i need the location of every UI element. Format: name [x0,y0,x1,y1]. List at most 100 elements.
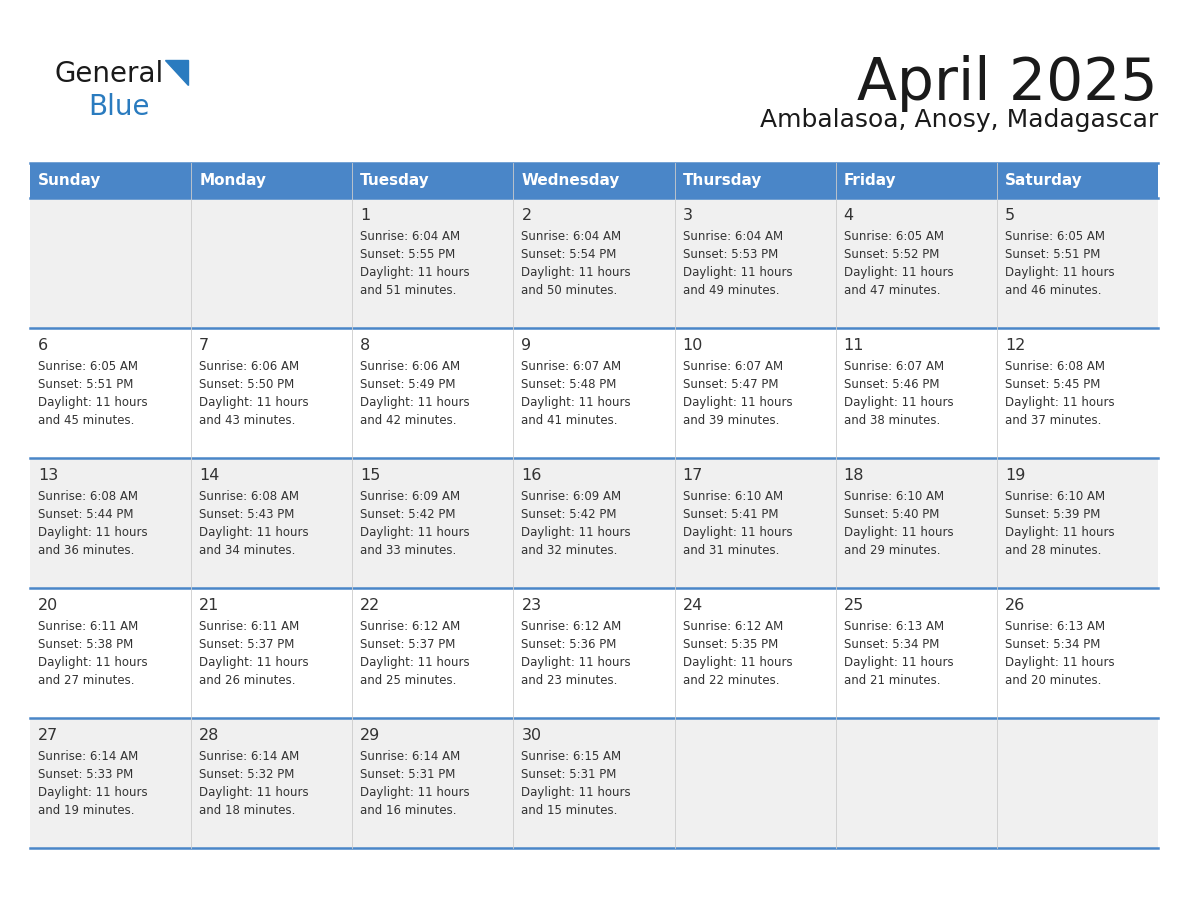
Text: Sunset: 5:38 PM: Sunset: 5:38 PM [38,638,133,651]
Text: Daylight: 11 hours: Daylight: 11 hours [522,786,631,799]
Text: 7: 7 [200,338,209,353]
Text: 19: 19 [1005,468,1025,483]
Text: Daylight: 11 hours: Daylight: 11 hours [200,526,309,539]
Text: and 29 minutes.: and 29 minutes. [843,544,940,557]
Text: Daylight: 11 hours: Daylight: 11 hours [522,396,631,409]
Text: Sunset: 5:49 PM: Sunset: 5:49 PM [360,378,456,391]
Text: Sunrise: 6:08 AM: Sunrise: 6:08 AM [1005,360,1105,373]
Text: Sunset: 5:44 PM: Sunset: 5:44 PM [38,508,133,521]
Text: Sunrise: 6:12 AM: Sunrise: 6:12 AM [522,620,621,633]
Text: and 49 minutes.: and 49 minutes. [683,284,779,297]
Text: 9: 9 [522,338,531,353]
Text: Daylight: 11 hours: Daylight: 11 hours [843,526,953,539]
Text: April 2025: April 2025 [858,55,1158,112]
Text: Sunrise: 6:04 AM: Sunrise: 6:04 AM [522,230,621,243]
Text: Daylight: 11 hours: Daylight: 11 hours [1005,656,1114,669]
Text: and 37 minutes.: and 37 minutes. [1005,414,1101,427]
Text: and 36 minutes.: and 36 minutes. [38,544,134,557]
Text: Sunset: 5:48 PM: Sunset: 5:48 PM [522,378,617,391]
Text: 2: 2 [522,208,531,223]
Text: Daylight: 11 hours: Daylight: 11 hours [360,526,470,539]
Text: Sunrise: 6:08 AM: Sunrise: 6:08 AM [38,490,138,503]
Text: and 26 minutes.: and 26 minutes. [200,674,296,687]
Text: 20: 20 [38,598,58,613]
Text: and 46 minutes.: and 46 minutes. [1005,284,1101,297]
Text: and 43 minutes.: and 43 minutes. [200,414,296,427]
Text: Sunset: 5:55 PM: Sunset: 5:55 PM [360,248,455,261]
Text: Daylight: 11 hours: Daylight: 11 hours [360,266,470,279]
Text: Sunrise: 6:07 AM: Sunrise: 6:07 AM [522,360,621,373]
Text: Daylight: 11 hours: Daylight: 11 hours [843,396,953,409]
Text: Sunset: 5:45 PM: Sunset: 5:45 PM [1005,378,1100,391]
Text: and 28 minutes.: and 28 minutes. [1005,544,1101,557]
Text: Blue: Blue [88,93,150,121]
Text: 28: 28 [200,728,220,743]
Text: and 16 minutes.: and 16 minutes. [360,804,456,817]
Text: and 19 minutes.: and 19 minutes. [38,804,134,817]
Text: Sunset: 5:37 PM: Sunset: 5:37 PM [200,638,295,651]
Text: 12: 12 [1005,338,1025,353]
Text: Sunset: 5:42 PM: Sunset: 5:42 PM [360,508,456,521]
Text: Sunrise: 6:14 AM: Sunrise: 6:14 AM [200,750,299,763]
Bar [191,163,353,198]
Text: Sunrise: 6:11 AM: Sunrise: 6:11 AM [38,620,138,633]
Text: 22: 22 [360,598,380,613]
Text: Tuesday: Tuesday [360,173,430,188]
Bar [513,163,675,198]
Text: Sunset: 5:42 PM: Sunset: 5:42 PM [522,508,617,521]
Text: and 51 minutes.: and 51 minutes. [360,284,456,297]
Text: Sunrise: 6:07 AM: Sunrise: 6:07 AM [683,360,783,373]
Bar [30,328,1158,458]
Text: Daylight: 11 hours: Daylight: 11 hours [522,656,631,669]
Text: 15: 15 [360,468,380,483]
Text: and 20 minutes.: and 20 minutes. [1005,674,1101,687]
Bar [30,163,191,198]
Text: 13: 13 [38,468,58,483]
Text: Sunset: 5:47 PM: Sunset: 5:47 PM [683,378,778,391]
Text: Sunrise: 6:04 AM: Sunrise: 6:04 AM [360,230,461,243]
Text: Ambalasoa, Anosy, Madagascar: Ambalasoa, Anosy, Madagascar [760,108,1158,132]
Text: Daylight: 11 hours: Daylight: 11 hours [360,656,470,669]
Text: Daylight: 11 hours: Daylight: 11 hours [200,396,309,409]
Text: 23: 23 [522,598,542,613]
Text: Daylight: 11 hours: Daylight: 11 hours [38,786,147,799]
Text: Sunset: 5:51 PM: Sunset: 5:51 PM [1005,248,1100,261]
Text: Sunrise: 6:05 AM: Sunrise: 6:05 AM [1005,230,1105,243]
Text: Daylight: 11 hours: Daylight: 11 hours [38,656,147,669]
Text: Sunset: 5:31 PM: Sunset: 5:31 PM [522,768,617,781]
Text: Sunset: 5:54 PM: Sunset: 5:54 PM [522,248,617,261]
Text: Daylight: 11 hours: Daylight: 11 hours [1005,396,1114,409]
Polygon shape [165,60,188,85]
Text: 18: 18 [843,468,864,483]
Text: 16: 16 [522,468,542,483]
Text: Sunset: 5:34 PM: Sunset: 5:34 PM [1005,638,1100,651]
Text: Sunset: 5:53 PM: Sunset: 5:53 PM [683,248,778,261]
Text: Saturday: Saturday [1005,173,1082,188]
Text: and 22 minutes.: and 22 minutes. [683,674,779,687]
Text: Sunrise: 6:08 AM: Sunrise: 6:08 AM [200,490,299,503]
Text: Sunset: 5:31 PM: Sunset: 5:31 PM [360,768,456,781]
Text: Daylight: 11 hours: Daylight: 11 hours [843,656,953,669]
Text: Daylight: 11 hours: Daylight: 11 hours [843,266,953,279]
Text: and 50 minutes.: and 50 minutes. [522,284,618,297]
Text: 5: 5 [1005,208,1015,223]
Text: and 31 minutes.: and 31 minutes. [683,544,779,557]
Text: Daylight: 11 hours: Daylight: 11 hours [522,526,631,539]
Text: Friday: Friday [843,173,896,188]
Text: 11: 11 [843,338,864,353]
Bar [353,163,513,198]
Text: Sunset: 5:35 PM: Sunset: 5:35 PM [683,638,778,651]
Bar [30,458,1158,588]
Text: Sunrise: 6:13 AM: Sunrise: 6:13 AM [1005,620,1105,633]
Text: 25: 25 [843,598,864,613]
Text: Sunset: 5:33 PM: Sunset: 5:33 PM [38,768,133,781]
Text: Sunset: 5:46 PM: Sunset: 5:46 PM [843,378,940,391]
Bar [30,588,1158,718]
Text: Daylight: 11 hours: Daylight: 11 hours [200,786,309,799]
Text: Daylight: 11 hours: Daylight: 11 hours [1005,526,1114,539]
Text: Wednesday: Wednesday [522,173,620,188]
Text: 29: 29 [360,728,380,743]
Text: 4: 4 [843,208,854,223]
Text: Sunset: 5:36 PM: Sunset: 5:36 PM [522,638,617,651]
Text: Sunset: 5:43 PM: Sunset: 5:43 PM [200,508,295,521]
